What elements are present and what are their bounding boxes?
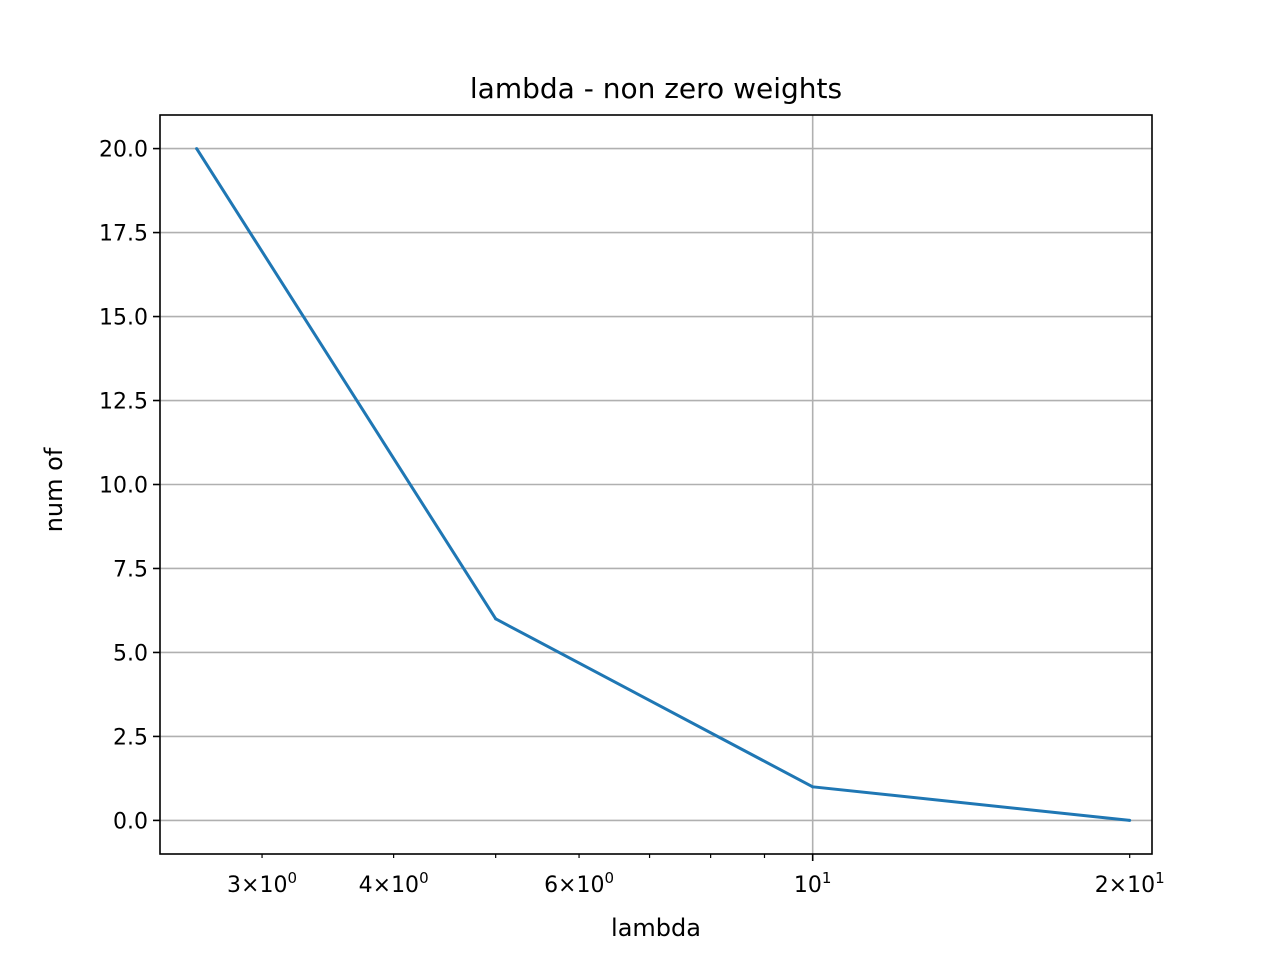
x-tick-label: 2×101 — [1095, 869, 1165, 898]
y-tick-label: 15.0 — [99, 306, 148, 331]
y-axis-label: num of — [40, 447, 68, 532]
y-tick-label: 17.5 — [99, 222, 148, 247]
y-tick-label: 10.0 — [99, 474, 148, 499]
x-tick-label: 101 — [794, 869, 832, 898]
y-tick-label: 7.5 — [113, 557, 148, 582]
data-point — [811, 785, 815, 789]
chart-title: lambda - non zero weights — [470, 72, 842, 105]
x-axis-label: lambda — [611, 914, 701, 942]
data-point — [1128, 818, 1132, 822]
y-tick-label: 20.0 — [99, 138, 148, 163]
y-tick-label: 2.5 — [113, 725, 148, 750]
data-point — [494, 617, 498, 621]
grid-lines — [160, 115, 1152, 854]
y-tick-label: 0.0 — [113, 809, 148, 834]
x-tick-label: 6×100 — [544, 869, 614, 898]
y-tick-label: 12.5 — [99, 390, 148, 415]
data-point — [195, 147, 199, 151]
data-series — [195, 147, 1132, 822]
series-line — [195, 147, 1130, 822]
x-tick-label: 3×100 — [227, 869, 297, 898]
x-tick-label: 4×100 — [359, 869, 429, 898]
y-tick-label: 5.0 — [113, 641, 148, 666]
axis-ticks: 0.0 2.5 5.0 7.5 10.0 12.5 15.0 17.5 20.0 101 3×100… — [99, 138, 1165, 898]
